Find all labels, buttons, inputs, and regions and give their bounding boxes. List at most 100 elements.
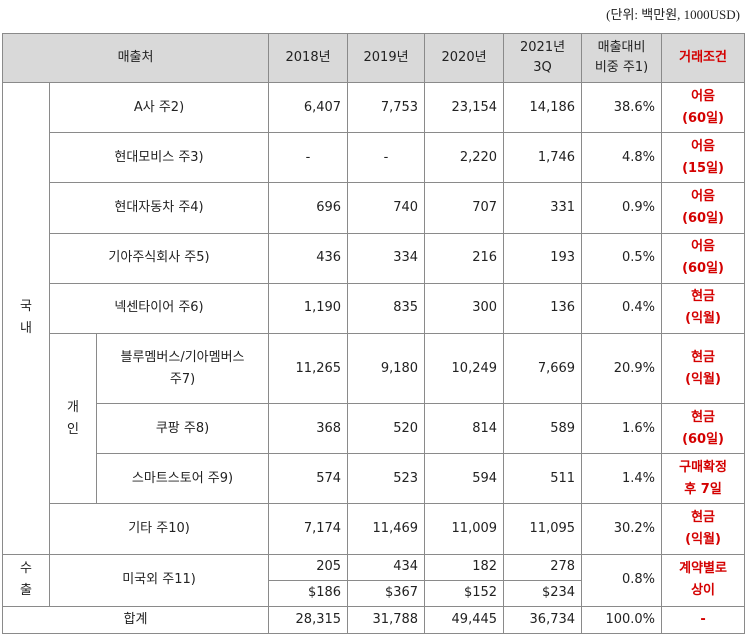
value-2019: -	[347, 132, 426, 184]
value-2019-krw: 434	[347, 553, 426, 581]
table-row: 기타 주10) 7,174 11,469 11,009 11,095 30.2%…	[3, 503, 746, 555]
total-2021q3: 36,734	[503, 605, 583, 635]
table-row: 쿠팡 주8) 368 520 814 589 1.6% 현금 (60일)	[3, 403, 746, 455]
value-ratio: 1.4%	[581, 453, 663, 505]
value-2018: 6,407	[268, 82, 349, 134]
value-2020: 11,009	[424, 503, 505, 555]
group-domestic-line2: 내	[20, 321, 32, 337]
header-row: 매출처 2018년 2019년 2020년 2021년 3Q 매출대비 비중 주1)…	[1, 32, 746, 84]
customer-name-line1: 블루멤버스/기아멤버스	[120, 349, 245, 365]
trade-terms: 구매확정 후 7일	[661, 453, 746, 505]
trade-terms: 현금 (익월)	[661, 282, 746, 334]
total-2020: 49,445	[424, 605, 505, 635]
value-2020: 707	[424, 182, 505, 234]
header-ratio-line1: 매출대비	[597, 40, 646, 56]
trade-terms: 현금 (익월)	[661, 503, 746, 555]
unit-note: (단위: 백만원, 1000USD)	[606, 7, 740, 22]
header-ratio: 매출대비 비중 주1)	[581, 32, 663, 84]
trade-terms: 어음 (15일)	[661, 132, 746, 184]
value-2021q3: 331	[503, 182, 583, 234]
customer-name: 현대모비스 주3)	[48, 132, 270, 184]
value-ratio: 4.8%	[581, 132, 663, 184]
trade-terms-line2: 상이	[691, 583, 715, 599]
value-2020-usd: $152	[424, 579, 505, 607]
value-2020: 594	[424, 453, 505, 505]
header-2021-line2: 3Q	[533, 60, 552, 76]
table-row: 기아주식회사 주5) 436 334 216 193 0.5% 어음 (60일)	[3, 232, 746, 284]
value-ratio: 1.6%	[581, 403, 663, 455]
trade-terms-line1: 어음	[691, 138, 715, 154]
customer-name: A사 주2)	[48, 82, 270, 134]
value-2018-krw: 205	[268, 553, 349, 581]
value-2019: 520	[347, 403, 426, 455]
value-2019: 11,469	[347, 503, 426, 555]
total-terms: -	[661, 605, 746, 635]
value-2020: 2,220	[424, 132, 505, 184]
value-2021q3: 511	[503, 453, 583, 505]
header-2021q3: 2021년 3Q	[503, 32, 583, 84]
customer-name: 넥센타이어 주6)	[48, 282, 270, 334]
table-row: 현대모비스 주3) - - 2,220 1,746 4.8% 어음 (15일)	[3, 132, 746, 184]
value-2018: 1,190	[268, 282, 349, 334]
trade-terms-line1: 현금	[691, 349, 715, 365]
value-ratio: 38.6%	[581, 82, 663, 134]
value-2019: 740	[347, 182, 426, 234]
value-2018: 7,174	[268, 503, 349, 555]
value-ratio: 20.9%	[581, 332, 663, 405]
customer-name: 스마트스토어 주9)	[95, 453, 270, 505]
group-domestic-line1: 국	[20, 299, 32, 315]
header-2018: 2018년	[268, 32, 349, 84]
trade-terms-line2: (익월)	[685, 371, 721, 387]
value-2020-krw: 182	[424, 553, 505, 581]
value-2021q3: 14,186	[503, 82, 583, 134]
total-ratio: 100.0%	[581, 605, 663, 635]
value-2020: 23,154	[424, 82, 505, 134]
header-2020: 2020년	[424, 32, 505, 84]
value-2018: 436	[268, 232, 349, 284]
value-2020: 216	[424, 232, 505, 284]
total-row: 합계 28,315 31,788 49,445 36,734 100.0% -	[1, 605, 746, 635]
header-terms: 거래조건	[661, 32, 746, 84]
value-2021q3-usd: $234	[503, 579, 583, 607]
value-2021q3: 7,669	[503, 332, 583, 405]
customer-name: 현대자동차 주4)	[48, 182, 270, 234]
value-2019: 7,753	[347, 82, 426, 134]
trade-terms-line1: 어음	[691, 189, 715, 205]
group-individual-line2: 인	[67, 421, 79, 437]
value-2019: 9,180	[347, 332, 426, 405]
customer-name-line2: 주7)	[169, 371, 196, 387]
customer-name: 기타 주10)	[48, 503, 270, 555]
trade-terms-line2: (익월)	[685, 532, 721, 548]
value-2021q3-krw: 278	[503, 553, 583, 581]
trade-terms-line2: (60일)	[682, 431, 724, 447]
value-2018: 696	[268, 182, 349, 234]
customer-name: 기아주식회사 주5)	[48, 232, 270, 284]
value-2021q3: 136	[503, 282, 583, 334]
trade-terms-line2: 후 7일	[684, 481, 722, 497]
trade-terms-line1: 계약별로	[679, 561, 727, 577]
value-2018: 574	[268, 453, 349, 505]
value-ratio: 0.4%	[581, 282, 663, 334]
value-2021q3: 193	[503, 232, 583, 284]
trade-terms: 어음 (60일)	[661, 182, 746, 234]
trade-terms-line1: 어음	[691, 88, 715, 104]
customer-name: 미국외 주11)	[48, 553, 270, 607]
value-ratio: 0.8%	[581, 553, 663, 607]
value-2019: 835	[347, 282, 426, 334]
header-customer: 매출처	[1, 32, 270, 84]
table-row: $186 $367 $152 $234	[3, 579, 745, 607]
header-2021-line1: 2021년	[520, 40, 566, 56]
value-ratio: 30.2%	[581, 503, 663, 555]
value-2019-usd: $367	[347, 579, 426, 607]
header-2019: 2019년	[347, 32, 426, 84]
trade-terms: 현금 (60일)	[661, 403, 746, 455]
value-ratio: 0.5%	[581, 232, 663, 284]
trade-terms-line2: (15일)	[682, 160, 724, 176]
trade-terms-line2: (익월)	[685, 311, 721, 327]
value-2019: 334	[347, 232, 426, 284]
